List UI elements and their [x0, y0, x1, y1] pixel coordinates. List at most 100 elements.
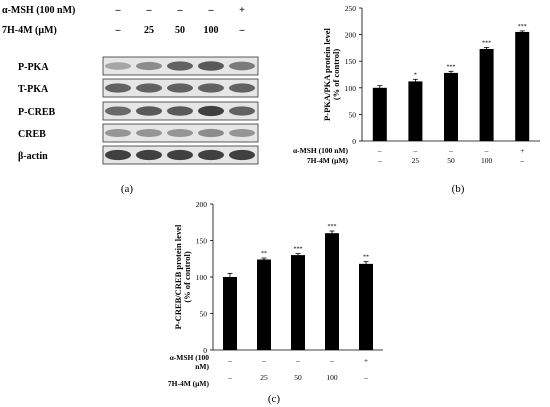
- blot-band: [136, 106, 162, 116]
- panel-b-chart: 0 50 100 150 200 250 P-PKA/PKA protein level(%…: [293, 4, 540, 195]
- blot-band: [105, 149, 131, 161]
- blot-header-value: –: [115, 5, 122, 16]
- blot-band: [198, 128, 224, 138]
- condition-value: 100: [481, 156, 493, 165]
- bar: [372, 87, 387, 141]
- condition-value: –: [377, 156, 382, 165]
- condition-value: –: [377, 146, 382, 155]
- blot-header-value: 50: [175, 25, 185, 36]
- blot-band: [105, 62, 131, 70]
- blot-band: [229, 83, 255, 93]
- panel-caption: (b): [452, 183, 465, 195]
- blot-band: [198, 149, 224, 161]
- y-tick-label: 100: [196, 273, 208, 282]
- bar: [325, 233, 339, 350]
- condition-value: –: [484, 146, 489, 155]
- condition-value: 100: [326, 373, 338, 382]
- bar: [257, 259, 271, 350]
- blot-label: β-actin: [18, 151, 48, 162]
- blot-band: [167, 106, 193, 116]
- significance-mark: ***: [482, 40, 491, 46]
- y-tick-label: 200: [345, 31, 357, 40]
- condition-value: –: [295, 356, 300, 365]
- blot-label: CREB: [18, 129, 46, 140]
- y-tick-label: 50: [349, 110, 357, 119]
- y-tick-label: 150: [345, 57, 357, 66]
- blot-band: [198, 61, 224, 71]
- y-axis-label: P-PKA/PKA protein level(% of control): [322, 27, 341, 120]
- condition-value: 50: [447, 156, 455, 165]
- blot-band: [229, 61, 255, 71]
- condition-value: –: [227, 356, 232, 365]
- bar: [515, 31, 530, 141]
- blot-band: [136, 83, 162, 93]
- blot-band: [229, 129, 255, 137]
- bar: [223, 277, 237, 350]
- significance-mark: ***: [328, 224, 337, 230]
- blot-band: [136, 129, 162, 137]
- blot-band: [167, 129, 193, 137]
- condition-value: –: [227, 373, 232, 382]
- condition-value: +: [520, 146, 524, 155]
- y-axis-label-line: (% of control): [331, 49, 341, 100]
- panel-a-caption: (a): [121, 183, 134, 195]
- blot-header-label: 7H-4M (μM): [2, 25, 57, 36]
- blot-band: [198, 83, 224, 93]
- y-tick-label: 50: [200, 310, 208, 319]
- blot-band: [136, 149, 162, 161]
- blot-band: [167, 83, 193, 93]
- bar: [444, 72, 458, 141]
- bar: [291, 255, 305, 350]
- blot-header-value: –: [177, 5, 184, 16]
- blot-header-value: –: [115, 25, 122, 36]
- condition-value: 25: [260, 373, 268, 382]
- condition-label: 7H-4M (μM): [168, 379, 210, 388]
- condition-label: α-MSH (100 nM): [293, 146, 349, 155]
- y-axis-label-line: P-CREB/CREB protein level: [173, 224, 183, 329]
- y-axis-label-line: (% of control): [182, 251, 192, 302]
- y-tick-label: 0: [352, 137, 356, 146]
- condition-value: –: [261, 356, 266, 365]
- blot-band: [167, 61, 193, 71]
- condition-value: –: [413, 146, 418, 155]
- blot-label: P-CREB: [18, 107, 56, 118]
- blot-band: [136, 61, 162, 71]
- condition-value: –: [329, 356, 334, 365]
- blot-band: [229, 149, 255, 161]
- y-tick-label: 200: [196, 200, 208, 209]
- condition-value: –: [448, 146, 453, 155]
- blot-band: [105, 83, 131, 93]
- blot-band: [229, 106, 255, 116]
- significance-mark: **: [363, 255, 369, 261]
- y-tick-label: 150: [196, 237, 208, 246]
- condition-value: –: [363, 373, 368, 382]
- condition-label: α-MSH (100 nM): [170, 353, 210, 371]
- blot-label: T-PKA: [18, 84, 49, 95]
- bar: [479, 48, 494, 141]
- y-axis-label-line: P-PKA/PKA protein level: [322, 27, 332, 120]
- condition-value: 50: [294, 373, 302, 382]
- blot-header-value: 100: [204, 25, 219, 36]
- condition-value: –: [519, 156, 524, 165]
- blot-header-value: –: [208, 5, 215, 16]
- significance-mark: **: [261, 251, 267, 257]
- blot-header-value: –: [239, 25, 246, 36]
- significance-mark: ***: [294, 247, 303, 253]
- blot-band: [105, 106, 131, 116]
- panel-a: α-MSH (100 nM) – – – – +7H-4M (μM) – 25 50 100 – P-…: [2, 5, 259, 195]
- blot-label: P-PKA: [18, 62, 49, 73]
- y-tick-label: 250: [345, 4, 357, 13]
- condition-value: +: [364, 356, 368, 365]
- blot-header-value: +: [239, 5, 245, 16]
- significance-mark: *: [414, 72, 417, 78]
- condition-label-line: α-MSH (100: [170, 353, 210, 362]
- y-axis-label: P-CREB/CREB protein level(% of control): [173, 224, 192, 329]
- significance-mark: ***: [447, 64, 456, 70]
- blot-band: [198, 105, 224, 117]
- panel-c-chart: 0 50 100 150 200 P-CREB/CREB protein level(% …: [168, 200, 383, 405]
- condition-label: 7H-4M (μM): [307, 156, 349, 165]
- condition-label-line: nM): [195, 362, 209, 371]
- condition-value: 25: [412, 156, 420, 165]
- blot-header-value: 25: [144, 25, 154, 36]
